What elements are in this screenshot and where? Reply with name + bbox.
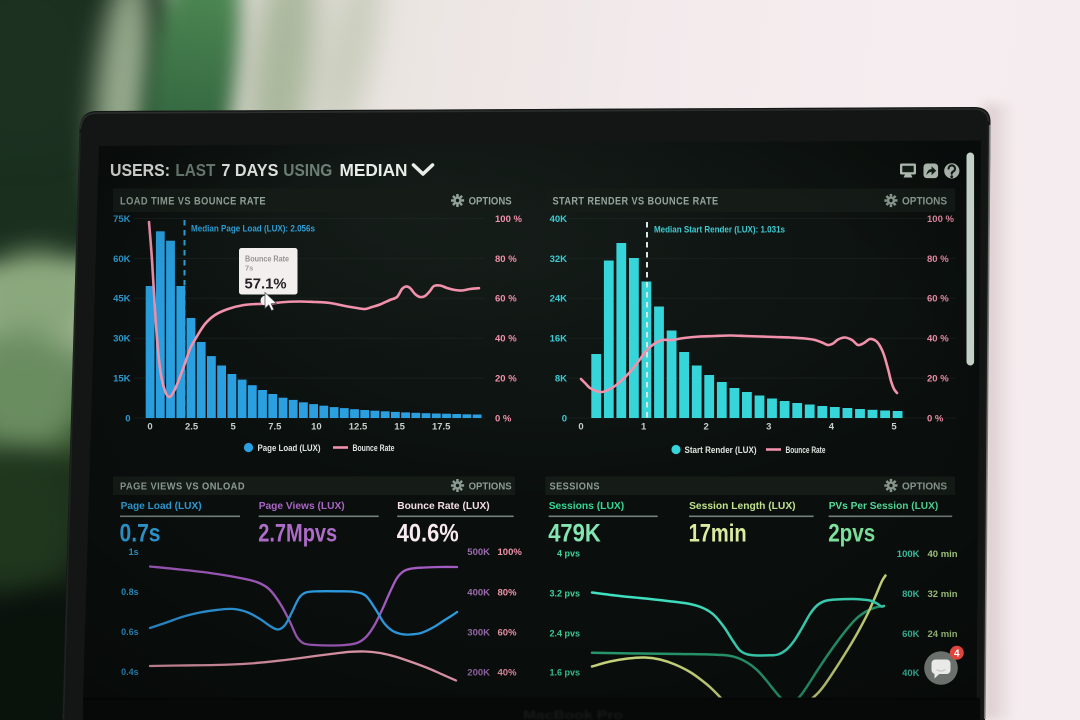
svg-text:MacBook Pro: MacBook Pro [523, 708, 623, 720]
svg-text:4: 4 [954, 649, 960, 660]
